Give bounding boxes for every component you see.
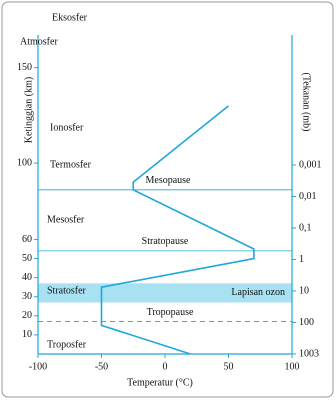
y-tick-label: 100 — [17, 157, 32, 168]
x-tick-label: -100 — [29, 361, 47, 372]
y-tick-label: 30 — [22, 291, 32, 302]
y2-tick-label: 10 — [299, 285, 309, 296]
zone-label: Ionosfer — [50, 122, 84, 133]
x-tick-label: 100 — [285, 361, 300, 372]
zone-label: Mesosfer — [47, 214, 85, 225]
y2-tick-label: 0,01 — [299, 191, 317, 202]
y2-tick-label: 100 — [299, 317, 314, 328]
y2-tick-label: 0,001 — [299, 159, 322, 170]
y-tick-label: 50 — [22, 253, 32, 264]
zone-label: Eksosfer — [52, 12, 88, 23]
zone-label: Termosfer — [50, 159, 92, 170]
y-tick-label: 40 — [22, 272, 32, 283]
temperature-profile — [100, 105, 255, 355]
y-tick-label: 10 — [22, 329, 32, 340]
x-tick-label: -50 — [95, 361, 108, 372]
x-axis-label: Temperatur (°C) — [127, 377, 193, 388]
y2-tick-label: 1 — [299, 254, 304, 265]
layer-label: Tropopause — [147, 307, 194, 318]
zone-label: Troposfer — [47, 339, 87, 350]
ozone-label: Lapisan ozon — [231, 287, 285, 298]
layer-label: Mesopause — [146, 175, 192, 186]
y-tick-label: 20 — [22, 310, 32, 321]
y2-tick-label: 1003 — [299, 348, 319, 359]
zone-label: Stratosfer — [47, 285, 87, 296]
y-tick-label: 150 — [17, 62, 32, 73]
layer-label: Stratopause — [142, 236, 189, 247]
y-tick-label: 60 — [22, 234, 32, 245]
x-tick-label: 0 — [163, 361, 168, 372]
y2-axis-label: (Tekanan (mb) — [301, 73, 312, 132]
y-axis-label: Ketinggian (km) — [23, 77, 34, 143]
zone-label: Atmosfer — [20, 36, 58, 47]
y2-tick-label: 0,1 — [299, 222, 312, 233]
x-tick-label: 50 — [224, 361, 234, 372]
